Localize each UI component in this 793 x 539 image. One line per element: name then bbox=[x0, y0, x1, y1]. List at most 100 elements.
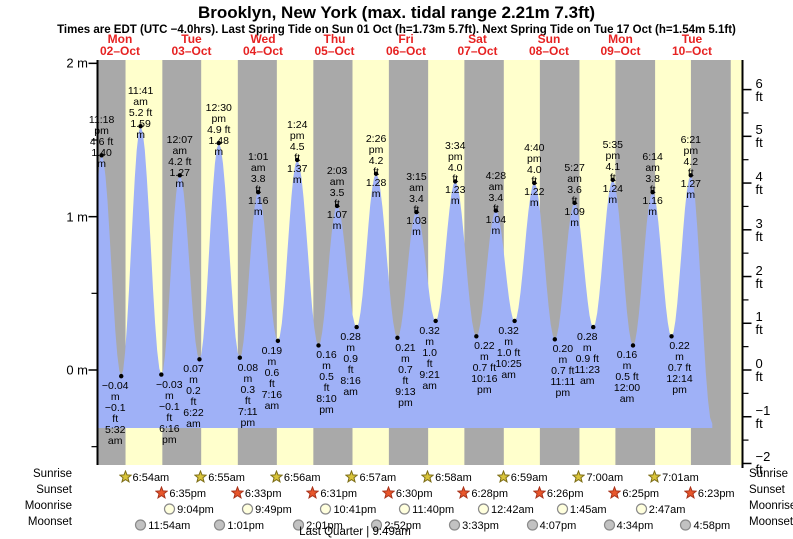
right-tick bbox=[743, 88, 752, 91]
sunset-time: 6:35pm bbox=[169, 488, 207, 500]
low-tide-point bbox=[197, 357, 202, 362]
day-label: Sun 08–Oct bbox=[528, 32, 570, 58]
high-tide-point bbox=[650, 189, 655, 195]
high-tide-label: 12:30 pm 4.9 ft 1.48 m bbox=[205, 102, 232, 159]
moonrise-time: 11:40pm bbox=[412, 504, 455, 516]
right-minor-tick bbox=[743, 392, 749, 394]
moonrise-icon bbox=[399, 503, 411, 515]
right-axis-tick-label: 3 ft bbox=[755, 215, 763, 244]
almanac-row-label-sunrise: Sunrise bbox=[33, 468, 72, 480]
moonset-event: 11:54am bbox=[134, 516, 191, 532]
low-tide-label: 0.32 m 1.0 ft 9:21 am bbox=[419, 324, 440, 392]
high-tide-label: 4:40 pm 4.0 ft 1.22 m bbox=[524, 141, 545, 209]
sunrise-time: 7:00am bbox=[586, 472, 624, 484]
low-tide-label: 0.32 m 1.0 ft 10:25 am bbox=[495, 324, 522, 381]
day-label: Tue 03–Oct bbox=[171, 32, 212, 58]
sunset-event: 6:28pm bbox=[456, 484, 509, 500]
left-tick bbox=[88, 62, 97, 65]
high-tide-point bbox=[256, 189, 261, 195]
high-tide-point bbox=[334, 203, 340, 209]
moonset-time: 4:34pm bbox=[616, 520, 654, 532]
low-tide-point bbox=[630, 343, 636, 348]
high-tide-label: 12:07 am 4.2 ft 1.27 m bbox=[166, 134, 193, 191]
high-tide-label: 5:27 am 3.6 ft 1.09 m bbox=[564, 161, 585, 229]
sunrise-event: 6:56am bbox=[269, 468, 321, 484]
moonset-icon bbox=[603, 519, 615, 531]
low-tide-point bbox=[433, 318, 438, 324]
moonset-icon bbox=[680, 519, 692, 531]
right-minor-tick bbox=[743, 159, 749, 161]
low-tide-point bbox=[316, 343, 321, 348]
moonset-time: 1:01pm bbox=[227, 520, 265, 532]
moonset-icon bbox=[449, 519, 461, 531]
almanac-row-label-sunset: Sunset bbox=[749, 484, 785, 496]
right-tick bbox=[743, 369, 752, 371]
moonrise-icon bbox=[164, 503, 176, 515]
high-tide-label: 3:34 pm 4.0 ft 1.23 m bbox=[445, 140, 466, 208]
low-tide-label: 0.19 m 0.6 ft 7:16 am bbox=[261, 344, 283, 412]
low-tide-label: −0.03 m −0.1 ft 6:16 pm bbox=[156, 378, 183, 446]
day-label: Sat 07–Oct bbox=[457, 32, 498, 58]
day-label: Tue 10–Oct bbox=[671, 32, 713, 58]
low-tide-point bbox=[474, 334, 479, 339]
moonset-event: 4:34pm bbox=[603, 516, 654, 532]
sunset-event: 6:31pm bbox=[305, 484, 357, 500]
low-tide-label: 0.21 m 0.7 ft 9:13 pm bbox=[395, 341, 416, 409]
high-tide-point bbox=[610, 177, 615, 183]
high-tide-label: 6:21 pm 4.2 ft 1.27 m bbox=[680, 134, 702, 202]
right-minor-tick bbox=[743, 112, 749, 114]
high-tide-label: 1:01 am 3.8 ft 1.16 m bbox=[247, 151, 269, 219]
right-axis-tick-label: 2 ft bbox=[755, 262, 763, 291]
almanac-row-label-moonrise: Moonrise bbox=[24, 500, 72, 512]
low-tide-label: 0.20 m 0.7 ft 11:11 pm bbox=[550, 343, 576, 400]
sunset-icon bbox=[154, 485, 169, 499]
right-axis-tick-label: 6 ft bbox=[755, 75, 763, 104]
high-tide-label: 4:28 am 3.4 ft 1.04 m bbox=[485, 169, 507, 237]
moonrise-event: 11:40pm bbox=[398, 500, 455, 516]
high-tide-point bbox=[216, 140, 221, 146]
moonrise-time: 10:41pm bbox=[333, 504, 377, 516]
high-tide-point bbox=[414, 209, 419, 215]
sunset-icon bbox=[456, 485, 471, 499]
low-tide-point bbox=[395, 335, 400, 341]
moonrise-event: 2:47am bbox=[635, 500, 685, 516]
day-label: Fri 06–Oct bbox=[385, 32, 427, 58]
sunset-event: 6:35pm bbox=[154, 484, 207, 500]
sunset-time: 6:23pm bbox=[697, 488, 735, 500]
low-tide-point bbox=[354, 324, 359, 330]
day-label: Mon 09–Oct bbox=[600, 32, 641, 58]
low-tide-point bbox=[159, 372, 164, 377]
sunrise-icon bbox=[647, 469, 662, 483]
sunset-time: 6:33pm bbox=[244, 488, 282, 500]
almanac-row-label-moonrise: Moonrise bbox=[749, 500, 793, 512]
left-axis-tick-label: 1 m bbox=[66, 209, 88, 225]
moonrise-time: 1:45am bbox=[569, 504, 607, 516]
moonrise-time: 12:42am bbox=[491, 504, 534, 516]
moonset-event: 2:52pm bbox=[370, 516, 421, 532]
sunrise-event: 6:55am bbox=[193, 468, 245, 484]
sunrise-icon bbox=[118, 469, 133, 483]
moonset-time: 11:54am bbox=[148, 520, 191, 532]
sunrise-time: 6:57am bbox=[359, 472, 397, 484]
sunrise-time: 6:59am bbox=[510, 472, 548, 484]
right-minor-tick bbox=[743, 205, 749, 208]
high-tide-label: 2:03 am 3.5 ft 1.07 m bbox=[326, 164, 348, 232]
right-axis-tick-label: 5 ft bbox=[755, 122, 763, 151]
low-tide-point bbox=[512, 318, 517, 324]
high-tide-point bbox=[572, 200, 577, 206]
sunset-time: 6:28pm bbox=[471, 488, 509, 500]
sunrise-time: 6:54am bbox=[132, 472, 170, 484]
moonset-icon bbox=[214, 519, 226, 531]
low-tide-label: 0.16 m 0.5 ft 12:00 am bbox=[613, 349, 641, 406]
left-minor-tick bbox=[91, 446, 97, 448]
low-tide-point bbox=[552, 337, 558, 342]
right-minor-tick bbox=[743, 439, 749, 441]
low-tide-label: 0.22 m 0.7 ft 10:16 pm bbox=[471, 340, 498, 397]
low-tide-label: 0.07 m 0.2 ft 6:22 am bbox=[183, 363, 204, 431]
high-tide-point bbox=[177, 173, 182, 178]
sunrise-event: 7:00am bbox=[571, 468, 624, 484]
high-tide-point bbox=[295, 157, 300, 163]
moonset-time: 2:01pm bbox=[306, 520, 343, 532]
sunset-icon bbox=[230, 485, 245, 499]
moonset-time: 4:07pm bbox=[539, 520, 577, 532]
